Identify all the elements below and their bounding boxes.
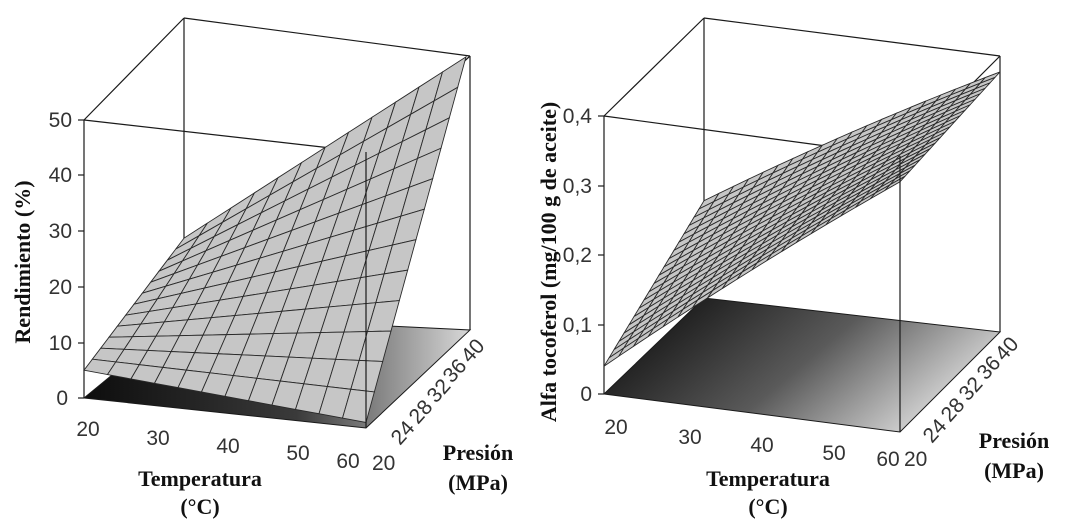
chart1-x-tick-label: 50 (286, 442, 309, 465)
chart1-z-axis-label: Rendimiento (%) (10, 180, 35, 343)
chart1-x-axis-label: Temperatura (138, 466, 262, 491)
chart1-x-tick-label: 30 (146, 427, 169, 450)
chart2-y-axis-label: Presión (979, 428, 1049, 453)
chart2-z-tick-label: 0,2 (563, 244, 592, 267)
chart2-floor (602, 297, 1002, 433)
chart2-x-tick-label: 20 (604, 416, 627, 439)
chart1-x-ticks: 20 30 40 50 60 (76, 418, 359, 473)
chart2-x-axis-label: Temperatura (706, 466, 830, 491)
chart2-y-axis-label-unit: (MPa) (984, 458, 1044, 483)
chart2-x-tick-label: 50 (822, 442, 845, 465)
chart1-x-tick-label: 60 (336, 450, 359, 473)
chart1-z-tick-label: 10 (49, 332, 72, 355)
chart2-x-axis-label-unit: (°C) (748, 494, 787, 519)
chart1-z-tick-label: 40 (49, 164, 72, 187)
chart1-z-tick-label: 50 (49, 109, 72, 132)
chart2-z-ticks: 0 0,1 0,2 0,3 0,4 (563, 105, 604, 406)
chart2-x-tick-label: 40 (750, 434, 773, 457)
chart1-x-tick-label: 20 (76, 418, 99, 441)
chart2-x-tick-label: 60 (876, 448, 899, 471)
chart2-z-axis-label: Alfa tocoferol (mg/100 g de aceite) (536, 102, 561, 422)
yield-surface-chart: 0 10 20 30 40 50 20 30 40 50 60 20 24 28… (10, 17, 513, 519)
chart1-y-axis-label-unit: (MPa) (448, 470, 508, 495)
chart2-y-tick-label: 20 (904, 448, 927, 471)
chart1-x-tick-label: 40 (216, 435, 239, 458)
chart2-x-ticks: 20 30 40 50 60 (604, 416, 899, 471)
chart1-z-tick-label: 0 (56, 387, 68, 410)
chart1-surface (83, 55, 467, 423)
chart2-x-tick-label: 30 (678, 426, 701, 449)
chart2-z-tick-label: 0 (580, 383, 592, 406)
chart1-z-tick-label: 30 (49, 220, 72, 243)
chart1-z-ticks: 0 10 20 30 40 50 (49, 109, 84, 410)
chart1-y-tick-label: 20 (372, 452, 395, 475)
chart1-x-axis-label-unit: (°C) (180, 494, 219, 519)
chart1-y-axis-label: Presión (443, 440, 513, 465)
chart1-z-tick-label: 20 (49, 276, 72, 299)
tocopherol-surface-chart: 0 0,1 0,2 0,3 0,4 20 30 40 50 60 20 24 2… (536, 17, 1049, 519)
chart2-z-tick-label: 0,4 (563, 105, 593, 128)
chart2-z-tick-label: 0,3 (563, 175, 592, 198)
chart2-surface (603, 71, 1001, 367)
chart2-z-tick-label: 0,1 (563, 314, 592, 337)
